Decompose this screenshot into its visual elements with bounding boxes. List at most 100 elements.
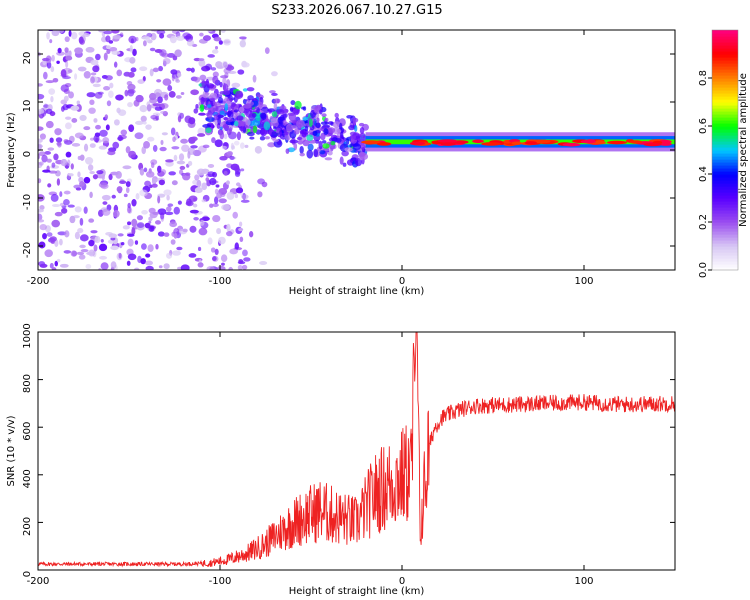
trend-blob [290, 100, 296, 106]
noise-blob [154, 106, 163, 111]
noise-blob [54, 128, 62, 136]
noise-blob [215, 61, 223, 68]
noise-blob [176, 72, 182, 78]
noise-blob [163, 232, 170, 237]
noise-blob [102, 137, 110, 144]
noise-blob [150, 115, 157, 120]
noise-blob [127, 221, 132, 226]
noise-blob [55, 137, 63, 143]
noise-blob [192, 203, 198, 208]
trend-blob [272, 138, 280, 142]
noise-blob [127, 83, 136, 91]
noise-blob [108, 40, 114, 44]
noise-blob [143, 40, 147, 47]
noise-blob [79, 234, 89, 242]
noise-blob [103, 52, 108, 61]
noise-blob [209, 203, 214, 208]
noise-blob [159, 102, 169, 109]
y-axis-label: SNR (10 * v/v) [6, 415, 17, 486]
noise-blob [196, 133, 206, 137]
noise-blob [42, 232, 47, 240]
noise-blob [215, 184, 220, 188]
noise-blob [70, 250, 78, 257]
trend-blob [299, 145, 304, 154]
noise-blob [160, 139, 164, 146]
noise-blob [49, 236, 57, 242]
noise-blob [162, 57, 171, 65]
noise-blob [241, 194, 249, 200]
noise-blob [98, 30, 105, 33]
colorbar-step [712, 138, 738, 142]
noise-blob [226, 191, 235, 200]
noise-blob [194, 174, 200, 181]
noise-blob [56, 258, 61, 263]
noise-blob [63, 139, 69, 143]
trend-blob [322, 143, 330, 149]
noise-blob [176, 246, 183, 251]
noise-blob [120, 129, 128, 136]
trend-blob [201, 80, 207, 88]
trend-blob [215, 105, 219, 112]
noise-blob [199, 32, 204, 37]
noise-blob [197, 246, 202, 252]
noise-blob [95, 124, 101, 130]
trend-blob [315, 122, 321, 129]
trend-blob [344, 147, 353, 152]
noise-blob [216, 228, 222, 235]
noise-blob [221, 60, 229, 69]
trend-blob [219, 131, 225, 140]
trend-blob [296, 119, 305, 129]
noise-blob [65, 55, 73, 61]
noise-blob [90, 76, 95, 84]
noise-blob [135, 23, 144, 29]
colorbar-step [712, 156, 738, 160]
noise-blob [71, 31, 78, 40]
noise-blob [186, 67, 192, 72]
noise-blob [48, 170, 58, 174]
noise-blob [226, 151, 233, 156]
noise-blob [164, 25, 171, 30]
noise-blob [108, 90, 114, 98]
tone-peak [659, 142, 672, 146]
trend-blob [294, 100, 302, 110]
noise-blob [194, 187, 203, 194]
noise-blob [123, 193, 128, 198]
trend-blob [226, 117, 234, 123]
trend-blob [217, 117, 221, 126]
noise-blob [98, 145, 108, 150]
noise-blob [188, 117, 196, 125]
noise-blob [173, 206, 180, 215]
trend-blob [234, 90, 244, 99]
noise-blob [170, 239, 176, 245]
noise-blob [157, 208, 167, 216]
noise-blob [155, 243, 159, 250]
noise-blob [65, 116, 72, 120]
trend-blob [206, 111, 213, 119]
noise-blob [77, 228, 84, 234]
trend-blob [227, 110, 232, 117]
colorbar-step [712, 48, 738, 52]
noise-blob [193, 108, 199, 114]
noise-blob [69, 215, 76, 224]
noise-blob [180, 92, 185, 96]
trend-blob [276, 98, 280, 104]
noise-blob [70, 163, 74, 170]
tone-peak [409, 141, 426, 146]
noise-blob [128, 35, 137, 44]
noise-blob [128, 150, 137, 159]
noise-blob [193, 76, 201, 83]
trend-blob [205, 127, 212, 134]
noise-blob [79, 181, 85, 187]
noise-blob [99, 129, 108, 137]
noise-blob [108, 233, 118, 239]
trend-blob [239, 126, 246, 132]
noise-blob [240, 168, 245, 172]
trend-blob [357, 138, 364, 142]
noise-blob [64, 230, 70, 238]
noise-blob [92, 83, 101, 88]
noise-blob [211, 49, 219, 54]
noise-blob [59, 191, 63, 198]
noise-blob [118, 252, 122, 259]
noise-blob [259, 261, 268, 265]
trend-blob [318, 140, 323, 150]
